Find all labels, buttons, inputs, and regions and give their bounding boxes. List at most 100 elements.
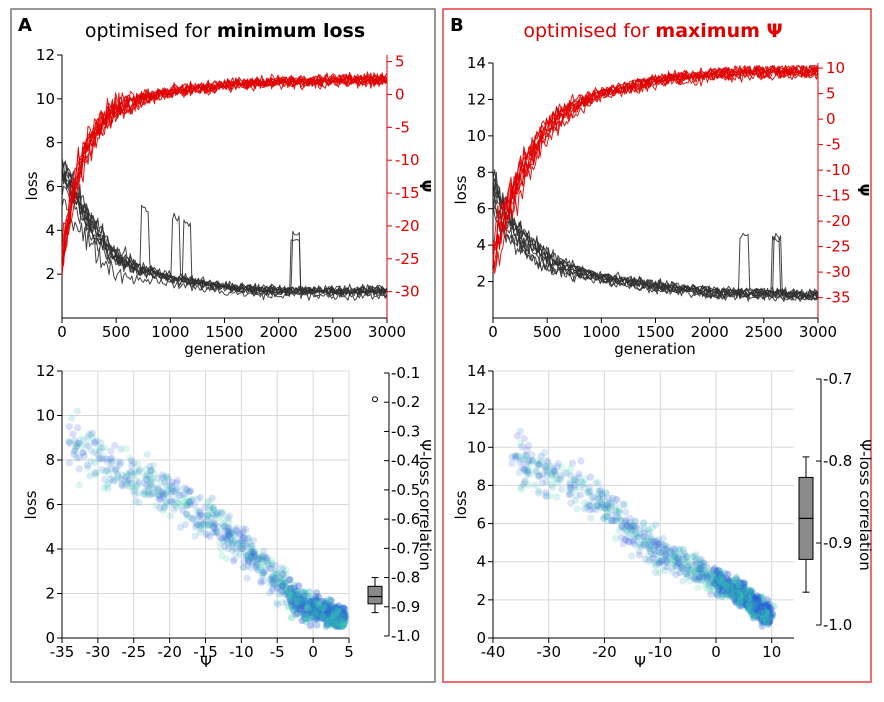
panel-a-scatter-point bbox=[85, 431, 93, 439]
panel-a-scatter-point bbox=[287, 585, 295, 593]
panel-a-scatter-point bbox=[259, 569, 268, 577]
panel-b-scatter-point bbox=[730, 585, 738, 593]
panel-a-scatter-point bbox=[159, 474, 167, 482]
panel-a-scatter-point bbox=[313, 609, 321, 617]
panel-b-scatter-point bbox=[623, 527, 632, 535]
panel-a-scatter-point bbox=[292, 604, 300, 612]
panel-a-scatter-point bbox=[232, 526, 240, 534]
panel-a-scatter-point bbox=[155, 490, 163, 499]
panel-a-corr-tick-label: -0.1 bbox=[391, 364, 420, 382]
panel-b-scatter-point bbox=[744, 603, 752, 611]
panel-a-scatter-point bbox=[299, 597, 307, 605]
panel-a-scatter-point bbox=[208, 520, 216, 528]
panel-b-scatter-point bbox=[762, 605, 770, 613]
panel-a-scatter-point bbox=[217, 545, 225, 553]
panel-a-scatter-point bbox=[319, 604, 327, 612]
panel-b-scatter-point bbox=[743, 587, 751, 595]
panel-b-scatter-point bbox=[542, 462, 551, 470]
panel-b-scatter-point bbox=[671, 548, 680, 556]
panel-a-scatter-point bbox=[258, 552, 266, 560]
panel-a-scatter-point bbox=[254, 555, 262, 563]
panel-b-scatter-point bbox=[750, 604, 759, 612]
panel-b-scatter-point bbox=[651, 542, 659, 550]
panel-b-scatter-point bbox=[597, 500, 606, 508]
panel-a-scatter-point bbox=[339, 622, 347, 630]
panel-b-scatter-point bbox=[635, 541, 644, 550]
panel-b-scatter-point bbox=[730, 583, 738, 591]
panel-b-scatter-point bbox=[626, 530, 634, 538]
panel-a-scatter-point bbox=[318, 610, 326, 618]
panel-b-scatter-point bbox=[603, 512, 611, 520]
panel-b-scatter-point bbox=[673, 557, 682, 565]
panel-b-scatter-point bbox=[746, 588, 754, 596]
panel-b-scatter-point bbox=[763, 618, 771, 626]
panel-b-scatter-point bbox=[716, 579, 725, 587]
panel-b-scatter-point bbox=[733, 589, 741, 598]
panel-b-scatter-point bbox=[674, 552, 682, 561]
panel-a-scatter-point bbox=[222, 525, 230, 534]
panel-a-scatter-xtick-label: -10 bbox=[229, 643, 254, 661]
panel-b-scatter-point bbox=[612, 535, 620, 543]
panel-b-scatter-point bbox=[603, 489, 611, 497]
panel-b-scatter-point bbox=[698, 563, 706, 572]
panel-b-scatter-point bbox=[609, 517, 617, 525]
panel-a-scatter-point bbox=[324, 614, 333, 622]
panel-b-scatter-point bbox=[700, 559, 708, 567]
panel-b-scatter-point bbox=[539, 471, 547, 479]
panel-b-scatter-point bbox=[759, 613, 767, 621]
panel-b-corr-label: Ψ-loss correlation bbox=[856, 439, 874, 570]
panel-a-scatter-point bbox=[112, 464, 120, 472]
panel-a-xtick-label: 1500 bbox=[205, 323, 243, 341]
panel-b-scatter-point bbox=[740, 590, 749, 598]
panel-b-scatter-point bbox=[763, 600, 772, 608]
panel-a-scatter-point bbox=[333, 610, 341, 618]
panel-a-scatter-point bbox=[225, 524, 233, 532]
panel-a-scatter-point bbox=[107, 447, 115, 455]
panel-b-scatter-point bbox=[763, 604, 772, 612]
panel-a-scatter-point bbox=[338, 609, 346, 617]
panel-a-scatter-point bbox=[291, 588, 299, 596]
panel-b-scatter-point bbox=[754, 595, 762, 603]
panel-b-scatter-point bbox=[600, 515, 608, 523]
panel-b-scatter-point bbox=[668, 555, 676, 563]
panel-a-scatter-point bbox=[193, 521, 201, 530]
panel-a-scatter-point bbox=[318, 611, 326, 619]
panel-b-scatter-point bbox=[516, 427, 524, 435]
panel-b-scatter-point bbox=[603, 512, 611, 520]
panel-a-scatter-point bbox=[341, 612, 349, 620]
panel-b-scatter-point bbox=[751, 597, 759, 605]
panel-a-scatter-point bbox=[213, 511, 221, 519]
panel-b-scatter-point bbox=[744, 600, 752, 608]
panel-a-scatter-point bbox=[135, 499, 143, 507]
panel-b-loss-run-line bbox=[492, 176, 819, 299]
panel-a-scatter-point bbox=[90, 438, 98, 446]
panel-b-scatter-point bbox=[759, 593, 767, 601]
panel-b-scatter-point bbox=[532, 467, 540, 475]
panel-b-scatter-point bbox=[748, 595, 757, 603]
panel-a-scatter-point bbox=[245, 538, 254, 546]
panel-b-scatter-point bbox=[521, 477, 529, 485]
panel-a-scatter-point bbox=[179, 496, 187, 504]
panel-b-scatter-point bbox=[765, 613, 773, 621]
panel-a-scatter-point bbox=[255, 555, 263, 563]
panel-a-scatter-point bbox=[339, 614, 347, 622]
panel-b-scatter-point bbox=[714, 575, 723, 583]
panel-b-scatter-point bbox=[748, 594, 756, 603]
panel-a-scatter-point bbox=[187, 487, 195, 495]
panel-a-title-prefix: optimised for bbox=[85, 20, 217, 42]
panel-a-scatter-point bbox=[339, 610, 347, 619]
panel-a-corr-tick-label: -0.4 bbox=[391, 452, 420, 470]
panel-a-scatter-point bbox=[183, 501, 191, 509]
panel-a-scatter-point bbox=[334, 610, 342, 618]
panel-a-scatter-point bbox=[187, 498, 195, 506]
panel-b-scatter-point bbox=[670, 559, 678, 567]
panel-a-scatter-point bbox=[277, 582, 285, 591]
panel-b-scatter-point bbox=[732, 594, 741, 602]
panel-b-scatter-point bbox=[641, 555, 649, 563]
panel-b-scatter-point bbox=[738, 598, 747, 606]
panel-a-scatter-point bbox=[276, 578, 284, 586]
panel-b-scatter-point bbox=[670, 552, 678, 560]
panel-a-scatter-point bbox=[269, 579, 277, 587]
panel-a-scatter-point bbox=[308, 597, 316, 605]
panel-a-scatter-point bbox=[324, 618, 332, 626]
